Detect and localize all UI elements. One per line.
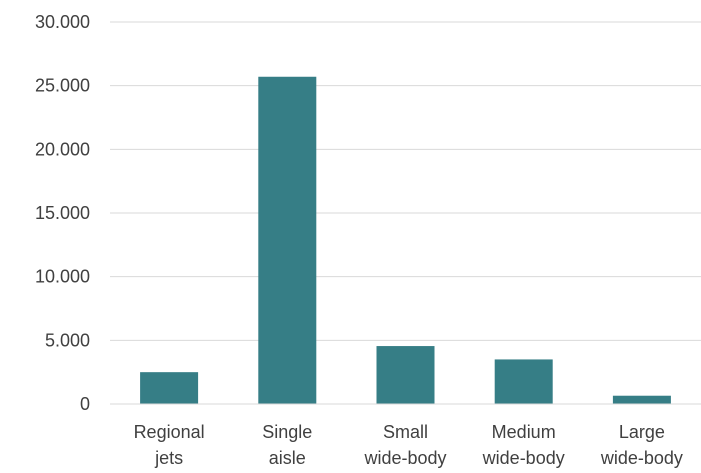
- x-tick-label-line: Medium: [492, 422, 556, 442]
- bar: [376, 346, 435, 404]
- x-tick-label-line: jets: [154, 448, 183, 468]
- y-tick-label: 0: [80, 394, 90, 414]
- y-tick-label: 25.000: [35, 76, 90, 96]
- bar: [258, 76, 317, 405]
- x-tick-label-line: wide-body: [363, 448, 446, 468]
- x-tick-label-line: Single: [262, 422, 312, 442]
- x-tick-label-line: Regional: [134, 422, 205, 442]
- bar: [494, 359, 553, 404]
- x-tick-label: Single aisle: [262, 422, 312, 468]
- x-tick-label: Small wide-body: [363, 422, 446, 468]
- y-tick-label: 20.000: [35, 139, 90, 159]
- x-tick-label-line: Large: [619, 422, 665, 442]
- y-tick-label: 15.000: [35, 203, 90, 223]
- x-tick-label-line: wide-body: [600, 448, 683, 468]
- y-tick-label: 30.000: [35, 12, 90, 32]
- x-tick-label-line: wide-body: [482, 448, 565, 468]
- x-tick-label: Medium wide-body: [482, 422, 565, 468]
- bar: [140, 372, 199, 404]
- x-tick-label-line: aisle: [269, 448, 306, 468]
- x-tick-label-line: Small: [383, 422, 428, 442]
- y-tick-label: 5.000: [45, 330, 90, 350]
- x-tick-label: Large wide-body: [600, 422, 683, 468]
- y-tick-label: 10.000: [35, 267, 90, 287]
- bar: [612, 395, 671, 404]
- x-tick-label: Regional jets: [134, 422, 205, 468]
